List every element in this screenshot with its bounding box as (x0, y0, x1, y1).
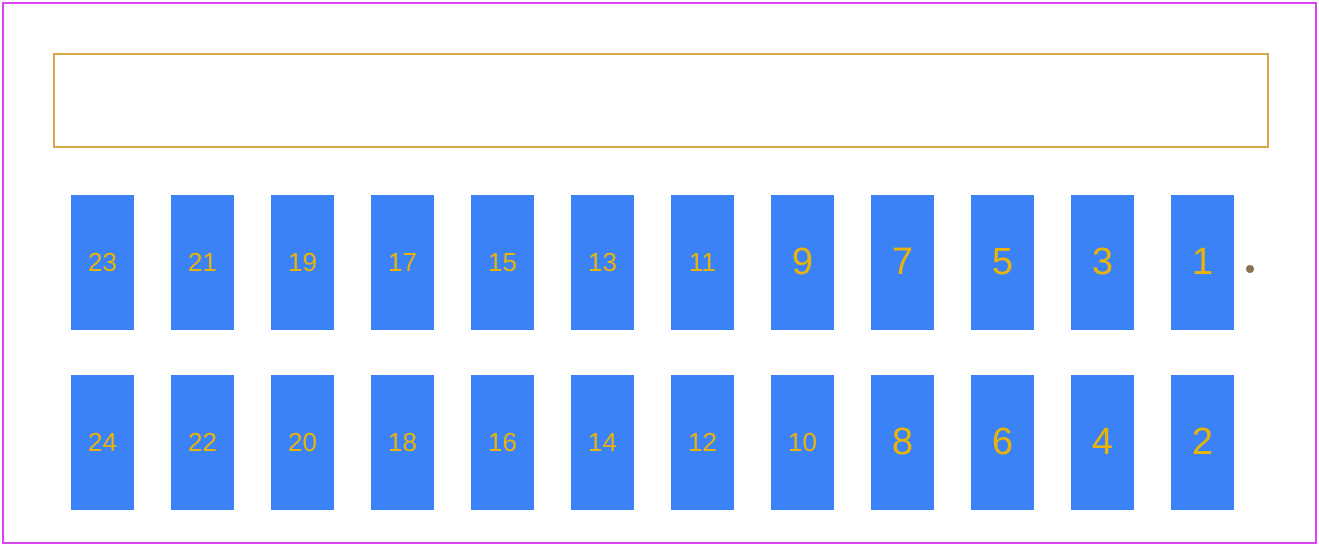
pad-24: 24 (71, 375, 134, 510)
pad-3: 3 (1071, 195, 1134, 330)
pad-4: 4 (1071, 375, 1134, 510)
pad-16: 16 (471, 375, 534, 510)
pad-23: 23 (71, 195, 134, 330)
pad-14: 14 (571, 375, 634, 510)
pad-21: 21 (171, 195, 234, 330)
pad-13: 13 (571, 195, 634, 330)
pad-12: 12 (671, 375, 734, 510)
connector-body-outline (53, 53, 1269, 148)
pin1-indicator (1246, 265, 1254, 273)
pad-10: 10 (771, 375, 834, 510)
pad-8: 8 (871, 375, 934, 510)
pad-7: 7 (871, 195, 934, 330)
pad-22: 22 (171, 375, 234, 510)
pad-11: 11 (671, 195, 734, 330)
pad-15: 15 (471, 195, 534, 330)
pad-9: 9 (771, 195, 834, 330)
pad-6: 6 (971, 375, 1034, 510)
pad-20: 20 (271, 375, 334, 510)
pad-5: 5 (971, 195, 1034, 330)
pad-19: 19 (271, 195, 334, 330)
pad-1: 1 (1171, 195, 1234, 330)
pad-17: 17 (371, 195, 434, 330)
pad-18: 18 (371, 375, 434, 510)
pad-2: 2 (1171, 375, 1234, 510)
